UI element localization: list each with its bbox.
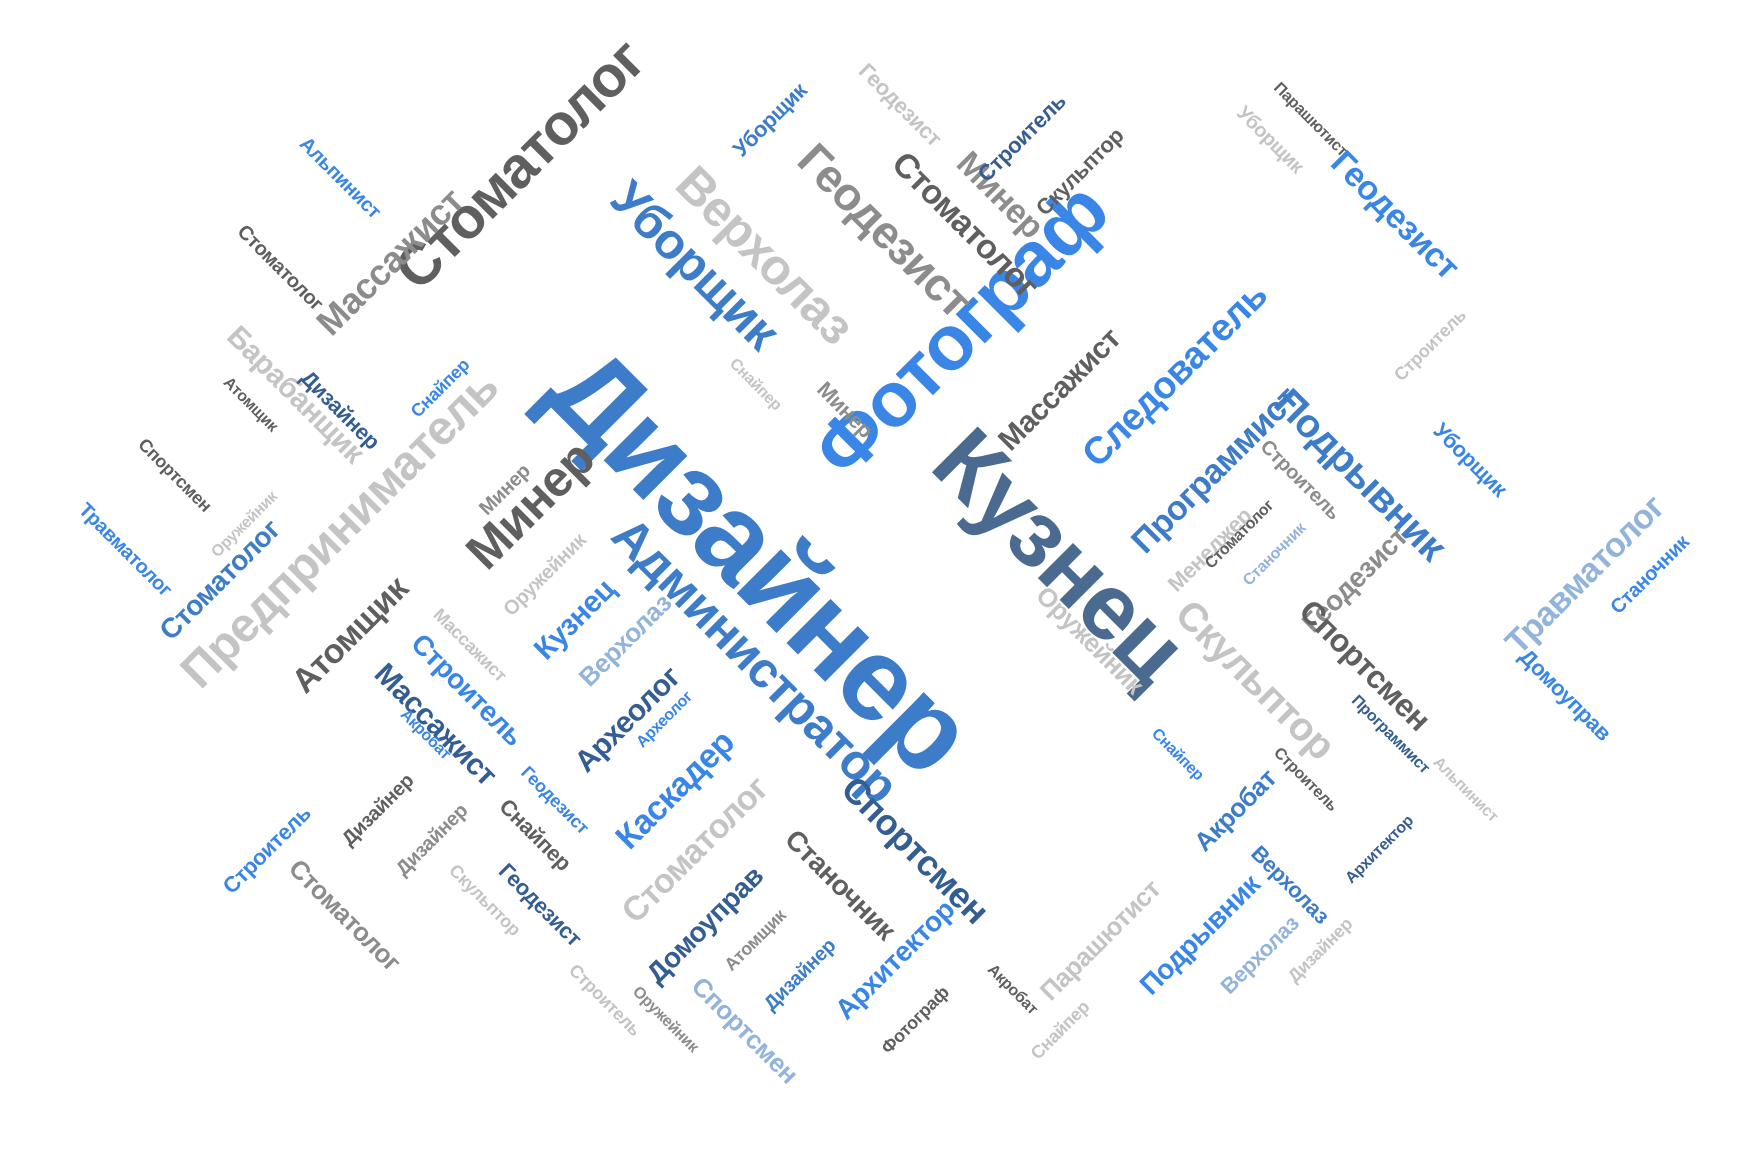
word-cloud-word: Геодезист: [853, 58, 947, 152]
word-cloud-word: Акробат: [1187, 762, 1283, 858]
word-cloud-word: Строитель: [565, 960, 645, 1040]
word-cloud-word: Снайпер: [1147, 725, 1207, 785]
word-cloud-word: Дизайнер: [759, 934, 841, 1016]
word-cloud-word: Архитектор: [1342, 812, 1417, 887]
word-cloud-word: Снайпер: [725, 355, 785, 415]
word-cloud-word: Фотограф: [877, 982, 953, 1058]
word-cloud-word: Стоматолог: [232, 220, 328, 316]
word-cloud-word: Строитель: [1390, 305, 1470, 385]
word-cloud-word: Геодезист: [1323, 143, 1467, 287]
word-cloud-word: Домоуправ: [1514, 643, 1617, 746]
word-cloud-word: Альпинист: [294, 132, 386, 224]
word-cloud-word: Уборщик: [1428, 417, 1513, 502]
word-cloud-word: Стоматолог: [382, 27, 658, 303]
word-cloud-word: Спортсмен: [134, 434, 216, 516]
word-cloud-word: Кузнец: [913, 407, 1208, 702]
word-cloud-word: Альпинист: [1429, 753, 1502, 826]
word-cloud-word: Дизайнер: [337, 769, 419, 851]
word-cloud-word: Уборщик: [727, 77, 812, 162]
word-cloud-word: Стоматолог: [282, 852, 408, 978]
word-cloud-word: Травматолог: [73, 498, 177, 602]
word-cloud-word: Акробат: [983, 961, 1041, 1019]
